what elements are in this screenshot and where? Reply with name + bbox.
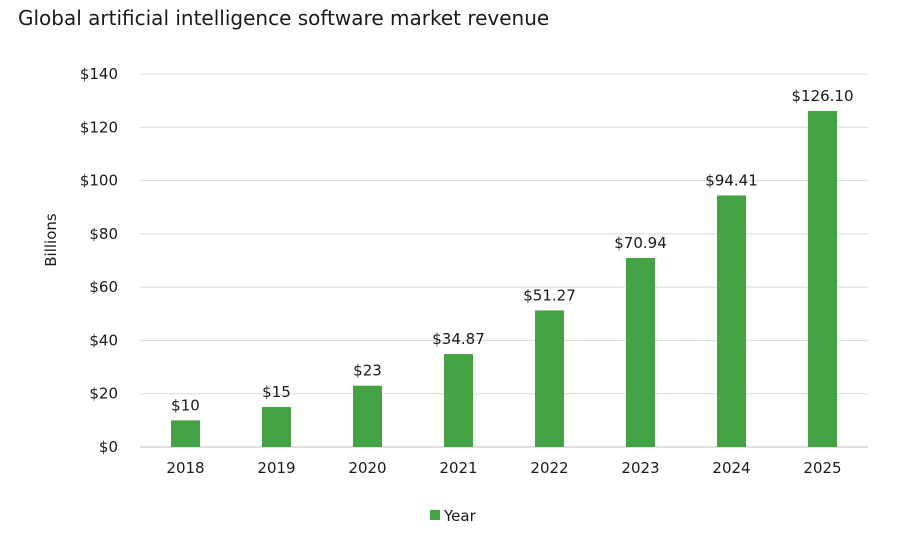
data-label-2023: $70.94	[614, 234, 667, 252]
x-tick-label: 2024	[712, 459, 750, 477]
data-label-2018: $10	[171, 396, 200, 414]
y-tick-label: $20	[89, 385, 118, 403]
y-tick-label: $60	[89, 278, 118, 296]
bar-2023	[626, 257, 655, 447]
y-axis-title: Billions	[42, 213, 60, 267]
data-label-2020: $23	[353, 362, 382, 380]
gridlines	[140, 73, 868, 448]
bar-2020	[353, 385, 382, 447]
data-label-2019: $15	[262, 383, 291, 401]
y-tick-label: $100	[80, 172, 118, 190]
bar-2021	[444, 354, 473, 447]
bar-2022	[535, 310, 564, 447]
x-tick-label: 2022	[530, 459, 568, 477]
bar-2019	[262, 407, 291, 447]
x-tick-label: 2021	[439, 459, 477, 477]
legend-label: Year	[443, 507, 477, 525]
y-tick-label: $80	[89, 225, 118, 243]
legend: Year	[430, 507, 477, 525]
x-axis-ticks: 2018 2019 2020 2021 2022 2023 2024 2025	[166, 459, 841, 477]
data-label-2025: $126.10	[791, 87, 853, 105]
data-label-2021: $34.87	[432, 330, 485, 348]
x-tick-label: 2025	[803, 459, 841, 477]
x-tick-label: 2023	[621, 459, 659, 477]
y-axis-ticks: $0 $20 $40 $60 $80 $100 $120 $140	[80, 65, 118, 456]
y-tick-label: $120	[80, 118, 118, 136]
y-tick-label: $140	[80, 65, 118, 83]
data-label-2022: $51.27	[523, 286, 576, 304]
x-tick-label: 2020	[348, 459, 386, 477]
bar-2018	[171, 420, 200, 447]
legend-swatch	[430, 510, 440, 520]
x-tick-label: 2018	[166, 459, 204, 477]
data-labels: $10 $15 $23 $34.87 $51.27 $70.94 $94.41 $126.10	[171, 87, 853, 414]
bars	[171, 111, 837, 447]
y-tick-label: $0	[99, 438, 118, 456]
data-label-2024: $94.41	[705, 171, 758, 189]
bar-2025	[808, 111, 837, 447]
y-tick-label: $40	[89, 331, 118, 349]
chart-title: Global artificial intelligence software …	[18, 6, 550, 30]
x-tick-label: 2019	[257, 459, 295, 477]
bar-2024	[717, 195, 746, 447]
